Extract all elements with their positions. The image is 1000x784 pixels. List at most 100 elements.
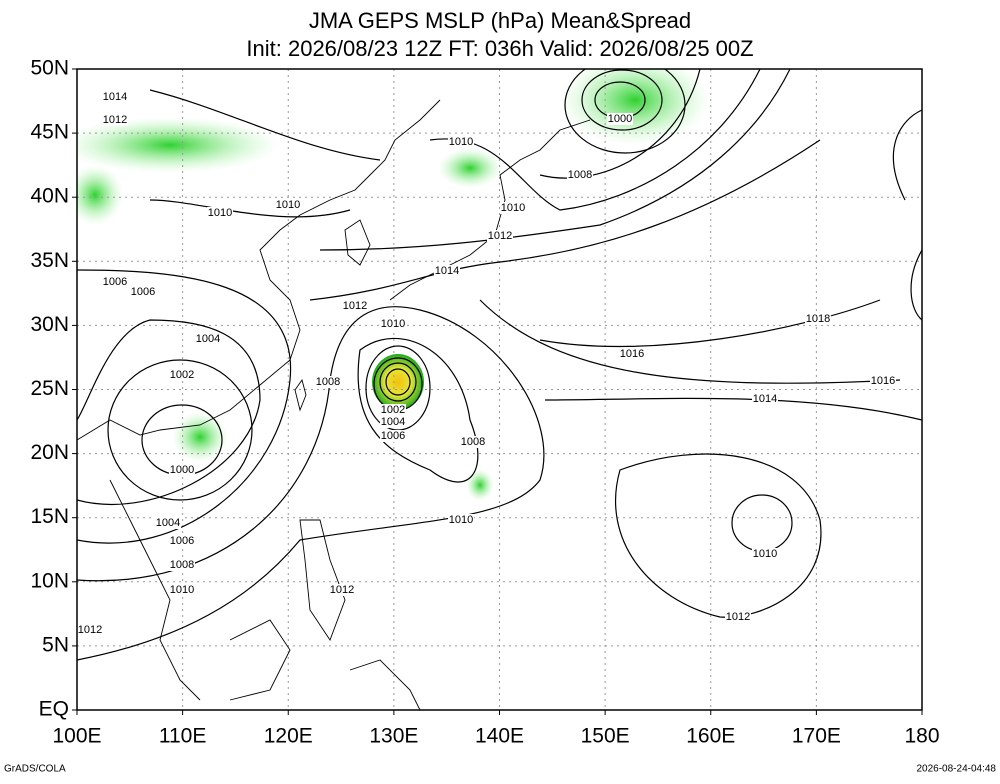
isobar-label-bg: [195, 333, 221, 345]
isobar: [581, 69, 663, 131]
isobar-label: 1008: [316, 376, 340, 388]
isobar-label: 1006: [381, 430, 405, 442]
isobar-label-bg: [752, 393, 778, 405]
isobar-label-bg: [380, 416, 406, 428]
isobar-label-bg: [169, 369, 195, 381]
isobar-label: 1012: [330, 584, 354, 596]
isobar-label-bg: [460, 436, 486, 448]
isobar-label: 1012: [103, 114, 127, 126]
coastline: [77, 99, 441, 441]
isobar-label-bg: [169, 584, 195, 596]
footer-left: GrADS/COLA: [4, 764, 66, 775]
y-tick-label: 5N: [42, 633, 69, 656]
y-tick-label: 25N: [30, 377, 69, 400]
isobar: [892, 109, 922, 321]
y-tick-label: 10N: [30, 569, 69, 592]
spread-area: [438, 148, 502, 188]
isobar-label: 1018: [806, 313, 830, 325]
isobar: [107, 359, 253, 501]
isobar-label: 1010: [276, 199, 300, 211]
isobar-label-bg: [619, 348, 645, 360]
isobar-label: 1010: [208, 207, 232, 219]
isobar: [77, 319, 261, 505]
isobar-label: 1012: [726, 611, 750, 623]
isobar-label: 1008: [568, 169, 592, 181]
isobar: [149, 89, 381, 161]
isobar: [539, 299, 881, 348]
isobar-label: 1016: [871, 375, 895, 387]
isobar: [77, 269, 292, 544]
isobar: [357, 337, 479, 483]
isobar-label: 1010: [449, 136, 473, 148]
coastline: [389, 119, 591, 301]
isobar-label-bg: [102, 276, 128, 288]
grid: [77, 69, 922, 710]
isobar: [429, 69, 761, 211]
isobar-label: 1010: [449, 514, 473, 526]
isobar-label: 1012: [343, 300, 367, 312]
axes: 100E 110E 120E 130E 140E 150E 160E 170E 180 50N 45…: [30, 57, 939, 748]
isobar: [319, 69, 791, 251]
isobar-label: 1008: [461, 436, 485, 448]
isobar: [731, 494, 793, 552]
x-tick-label: 160E: [686, 725, 735, 748]
x-tick-label: 100E: [52, 725, 101, 748]
x-tick-label: 120E: [264, 725, 313, 748]
spread-area: [466, 469, 494, 501]
isobar-label-bg: [448, 136, 474, 148]
isobar: [479, 299, 901, 384]
isobar: [77, 306, 545, 661]
isobar: [539, 69, 701, 179]
isobar-label-bg: [448, 514, 474, 526]
isobar-label-bg: [380, 404, 406, 416]
isobar-label-bg: [315, 376, 341, 388]
y-tick-label: 40N: [30, 185, 69, 208]
isobar: [385, 368, 411, 396]
isobar-label: 1016: [620, 348, 644, 360]
isobar-label-bg: [725, 611, 751, 623]
isobar-label: 1006: [170, 535, 194, 547]
isobar-label: 1004: [156, 517, 180, 529]
isobar-label: 1014: [103, 91, 127, 103]
y-tick-label: 35N: [30, 249, 69, 272]
isobar-label-bg: [870, 375, 896, 387]
isobar-label: 1008: [170, 559, 194, 571]
isobar-label: 1012: [78, 624, 102, 636]
isobar-label-bg: [342, 300, 368, 312]
isobar-label-bg: [607, 113, 633, 125]
spread-area: [172, 412, 228, 462]
coastline: [294, 378, 307, 412]
isobar-label: 1002: [381, 404, 405, 416]
isobar-label: 1010: [170, 584, 194, 596]
x-tick-label: 180: [904, 725, 939, 748]
x-tick-label: 130E: [369, 725, 418, 748]
isobar: [544, 397, 922, 421]
coastline: [344, 219, 371, 266]
plot-area: 1014101210101010100610061004100210001004…: [77, 69, 922, 710]
x-tick-label: 140E: [475, 725, 524, 748]
isobar-label: 1004: [196, 333, 220, 345]
isobar-label-bg: [329, 584, 355, 596]
isobar-label-bg: [567, 169, 593, 181]
y-tick-label: 30N: [30, 313, 69, 336]
coastline: [299, 519, 346, 641]
y-tick-label: EQ: [39, 698, 69, 721]
isobar-labels: 1014101210101010100610061004100210001004…: [77, 91, 896, 636]
subtitle: Init: 2026/08/23 12Z FT: 036h Valid: 202…: [246, 36, 753, 61]
x-tick-label: 110E: [159, 725, 207, 748]
isobar-label-bg: [102, 114, 128, 126]
spread-area: [77, 165, 123, 225]
isobar: [615, 453, 822, 618]
isobar-label-bg: [500, 202, 526, 214]
isobar-label-bg: [487, 230, 513, 242]
isobar: [149, 199, 351, 218]
coastlines: [77, 99, 591, 710]
isobar-label: 1014: [753, 393, 777, 405]
isobar: [379, 362, 417, 402]
isobar-label-bg: [169, 535, 195, 547]
coastline: [349, 659, 421, 710]
isobar-label: 1002: [170, 369, 194, 381]
y-tick-label: 20N: [30, 441, 69, 464]
isobar-label-bg: [434, 265, 460, 277]
